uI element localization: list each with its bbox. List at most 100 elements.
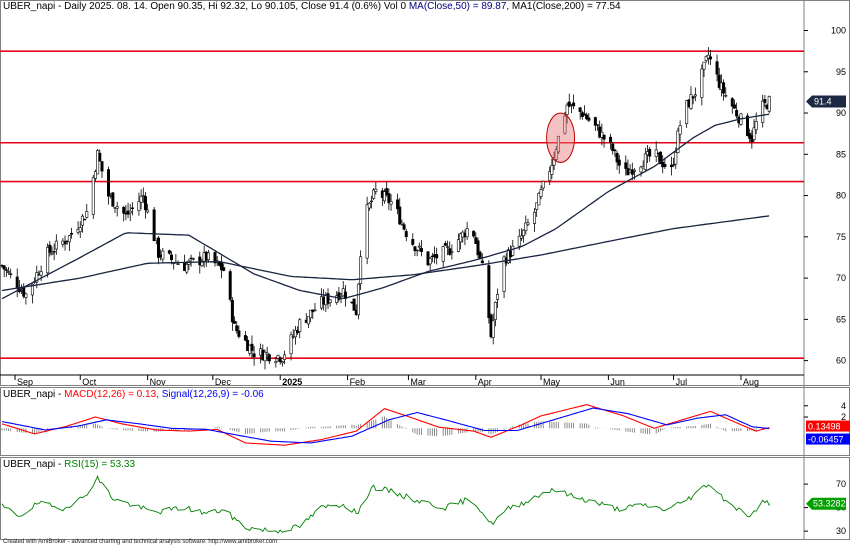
candle-body bbox=[669, 164, 673, 168]
candle-body bbox=[415, 249, 419, 252]
candle-body bbox=[511, 245, 515, 256]
macd-header-label: MACD(12,26) = 0.13, bbox=[64, 389, 159, 400]
price-header-symbol: UBER_napi bbox=[3, 1, 56, 12]
x-axis-label: Dec bbox=[215, 377, 232, 387]
ma50-line bbox=[1, 113, 770, 300]
x-axis-label: Feb bbox=[350, 377, 366, 387]
price-panel-frame bbox=[0, 0, 850, 386]
candle-body bbox=[709, 56, 713, 60]
candle-body bbox=[228, 271, 232, 300]
candle-body bbox=[532, 211, 536, 224]
candle-body bbox=[278, 357, 282, 363]
candle-body bbox=[685, 100, 689, 124]
candle-body bbox=[389, 201, 393, 205]
macd-line bbox=[1, 404, 770, 446]
candle-body bbox=[93, 171, 97, 179]
candle-body bbox=[39, 271, 43, 276]
price-y-tick-label: 75 bbox=[836, 232, 846, 242]
candle-body bbox=[609, 136, 613, 143]
macd-value-badge-label: 0.13498 bbox=[808, 422, 841, 432]
candle-body bbox=[283, 354, 287, 360]
ma200-line bbox=[1, 215, 770, 292]
candle-body bbox=[691, 96, 695, 99]
candle-body bbox=[15, 276, 19, 289]
candle-body bbox=[539, 189, 543, 197]
candle-body bbox=[761, 100, 765, 123]
candle-body bbox=[70, 232, 74, 235]
candle-body bbox=[535, 202, 539, 210]
candle-body bbox=[524, 222, 528, 231]
candle-body bbox=[611, 143, 615, 152]
candle-body bbox=[459, 233, 463, 243]
candle-body bbox=[206, 252, 210, 260]
x-axis-label: Aug bbox=[743, 377, 759, 387]
candle-body bbox=[139, 195, 143, 203]
candle-body bbox=[176, 263, 180, 265]
last-price-badge bbox=[806, 95, 846, 108]
candle-body bbox=[222, 267, 226, 271]
candle-body bbox=[7, 271, 11, 273]
candle-body bbox=[556, 135, 560, 153]
candle-body bbox=[167, 250, 171, 254]
candle-body bbox=[472, 230, 476, 237]
candle-body bbox=[309, 309, 313, 319]
candle-body bbox=[374, 188, 378, 192]
x-axis-label: Nov bbox=[150, 377, 167, 387]
candle-body bbox=[428, 258, 432, 265]
candle-body bbox=[496, 293, 500, 300]
signal-value-badge bbox=[806, 433, 850, 445]
candle-body bbox=[522, 229, 526, 237]
candle-body bbox=[593, 117, 597, 126]
candle-body bbox=[624, 162, 628, 169]
candle-body bbox=[96, 150, 100, 175]
rsi-header-sep: - bbox=[55, 459, 65, 470]
x-axis-label: Oct bbox=[82, 377, 97, 387]
candle-body bbox=[672, 164, 676, 166]
candle-body bbox=[63, 241, 67, 245]
rsi-y-tick-label: 70 bbox=[836, 479, 846, 489]
candle-body bbox=[161, 250, 165, 260]
candle-body bbox=[98, 152, 102, 162]
candle-body bbox=[572, 102, 576, 107]
candle-body bbox=[250, 343, 254, 351]
candle-body bbox=[745, 115, 749, 137]
candle-body bbox=[715, 61, 719, 75]
candle-body bbox=[648, 148, 652, 157]
candle-body bbox=[565, 104, 569, 115]
candle-body bbox=[578, 107, 582, 112]
candle-body bbox=[387, 193, 391, 204]
candle-body bbox=[367, 202, 371, 209]
price-header: UBER_napi - Daily 2025. 08. 14. Open 90.… bbox=[3, 1, 621, 12]
x-axis-label: Jul bbox=[676, 377, 688, 387]
price-y-tick-label: 80 bbox=[836, 191, 846, 201]
candle-body bbox=[404, 231, 408, 238]
x-axis-label: Jun bbox=[610, 377, 625, 387]
candle-body bbox=[632, 169, 636, 172]
price-y-tick-label: 100 bbox=[831, 26, 846, 36]
candle-body bbox=[600, 132, 604, 138]
rsi-header-symbol: UBER_napi bbox=[3, 459, 56, 470]
candle-body bbox=[411, 239, 415, 245]
candle-body bbox=[674, 152, 678, 165]
candle-body bbox=[369, 200, 373, 203]
candle-body bbox=[30, 283, 34, 296]
candle-body bbox=[615, 152, 619, 163]
candle-body bbox=[413, 246, 417, 252]
price-header-text: - Daily 2025. 08. 14. Open 90.35, Hi 92.… bbox=[55, 1, 409, 12]
rsi-value-badge bbox=[806, 497, 846, 510]
candle-body bbox=[359, 256, 363, 284]
rsi-header: UBER_napi - RSI(15) = 53.33 bbox=[3, 459, 135, 470]
candle-body bbox=[585, 114, 589, 120]
candle-body bbox=[137, 201, 141, 211]
candle-body bbox=[2, 265, 6, 270]
candle-body bbox=[233, 320, 237, 324]
candle-body bbox=[491, 320, 495, 338]
rsi-line bbox=[1, 474, 770, 534]
candle-body bbox=[106, 169, 110, 197]
candle-body bbox=[402, 224, 406, 230]
candle-body bbox=[298, 319, 302, 332]
candle-body bbox=[478, 252, 482, 259]
rsi-value-badge-label: 53.3282 bbox=[813, 499, 846, 509]
macd-header-sep: - bbox=[55, 389, 65, 400]
